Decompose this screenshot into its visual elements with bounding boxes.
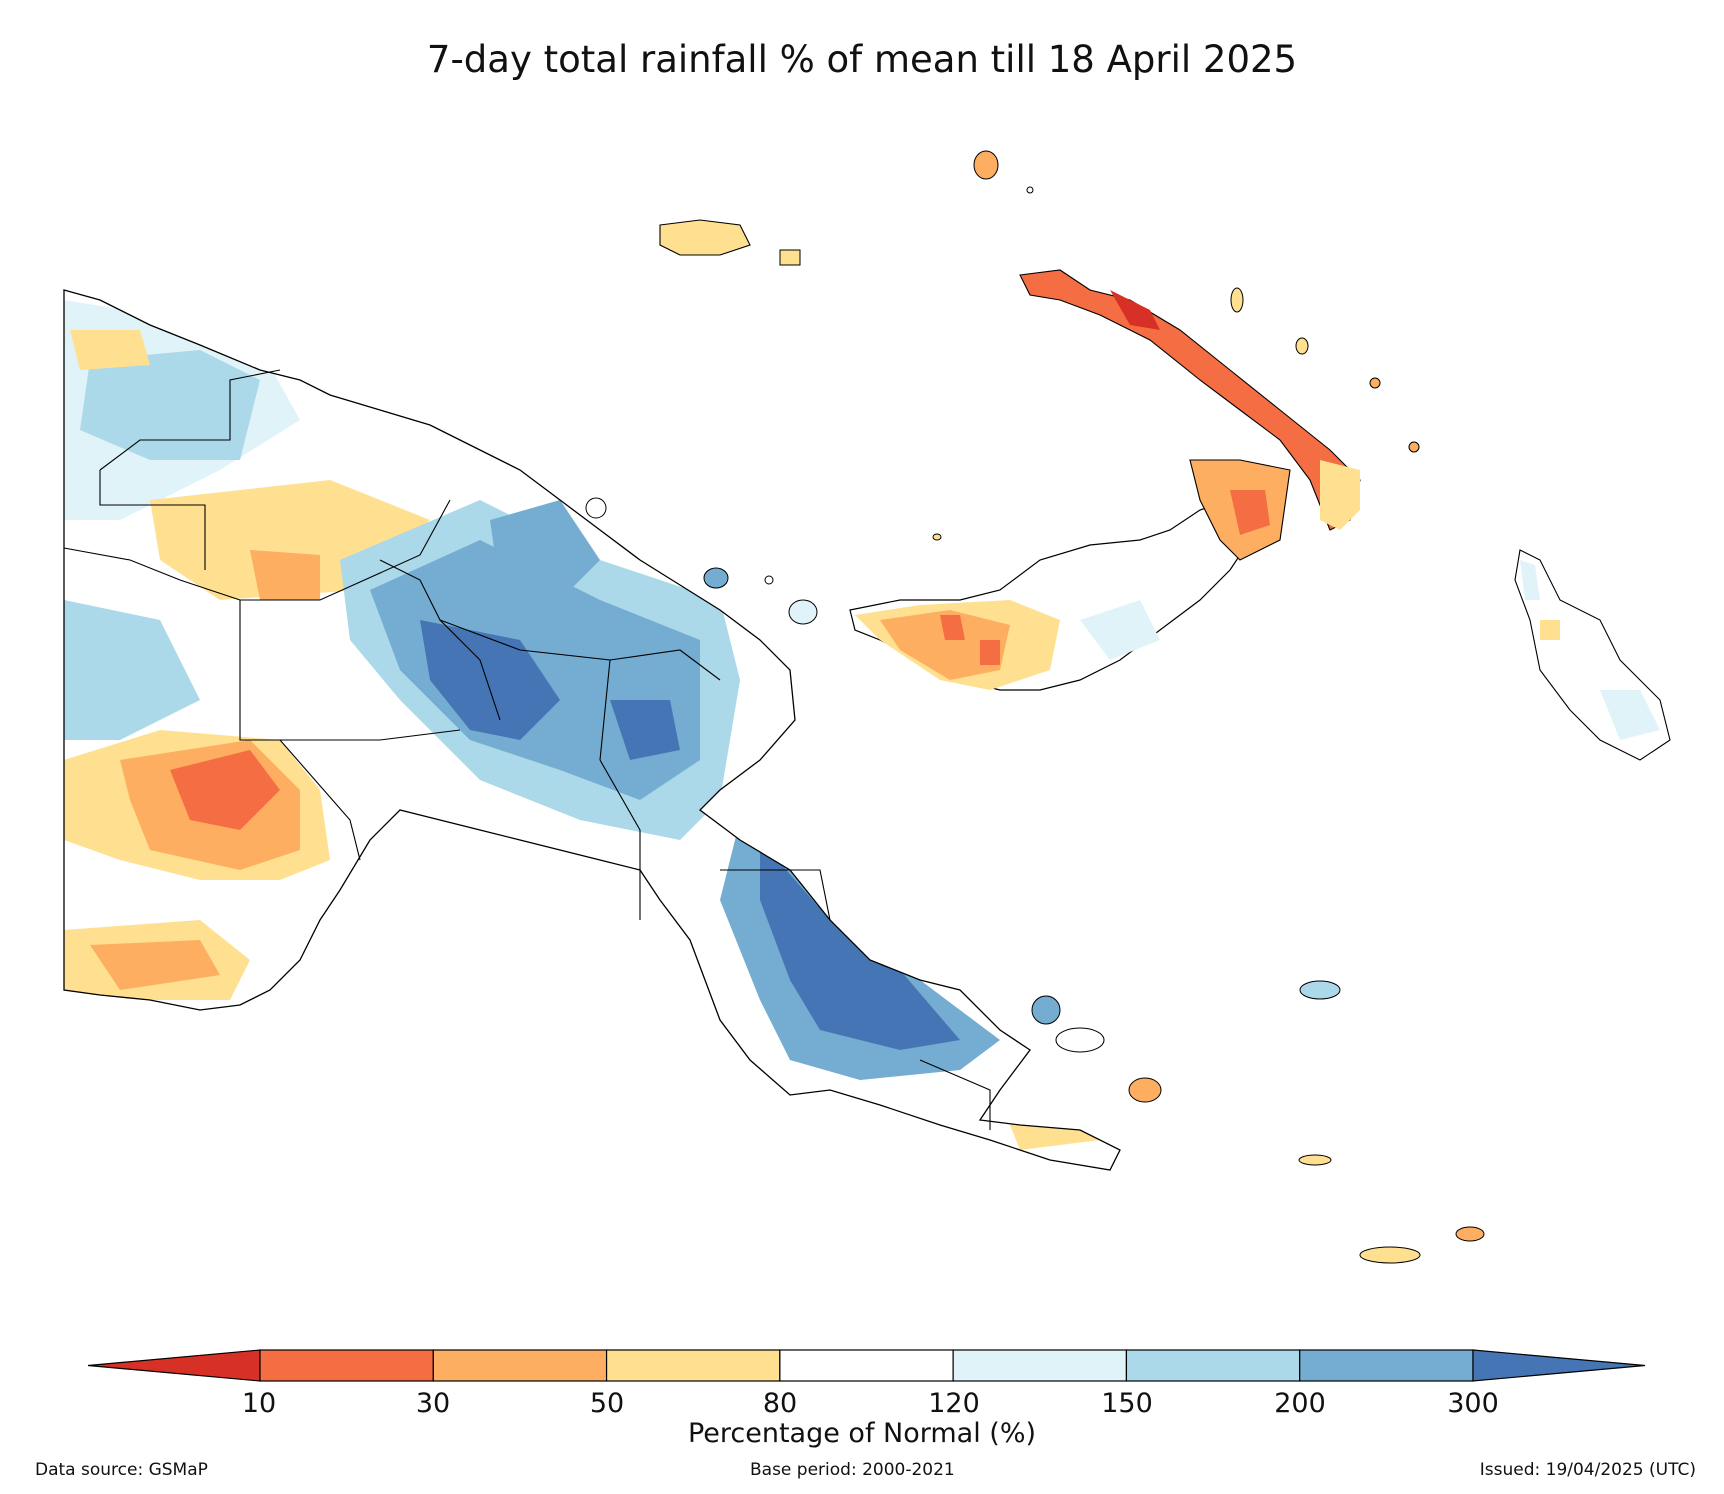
colorbar-label: Percentage of Normal (%) [687, 1418, 1037, 1449]
mainland-coastline [63, 289, 1121, 1171]
colorbar-bin [432, 1349, 608, 1382]
colorbar-bin [259, 1349, 434, 1382]
base-period: Base period: 2000-2021 [750, 1460, 955, 1480]
tick-label: 120 [928, 1388, 980, 1419]
colorbar-bin [952, 1349, 1128, 1382]
new-britain-island [849, 459, 1291, 691]
colorbar-bin [1125, 1349, 1301, 1382]
colorbar-bin [605, 1349, 781, 1382]
data-source: Data source: GSMaP [35, 1460, 208, 1480]
tick-label: 80 [762, 1388, 798, 1419]
map-title: 7-day total rainfall % of mean till 18 A… [426, 38, 1298, 81]
colorbar-bin [1299, 1349, 1474, 1382]
small-islands [585, 150, 1485, 1264]
colorbar-bin-under [87, 1349, 261, 1382]
province-borders [63, 369, 991, 1130]
tick-label: 30 [415, 1388, 451, 1419]
tick-label: 10 [241, 1388, 277, 1419]
tick-label: 150 [1101, 1388, 1153, 1419]
rainfall-map [63, 150, 1671, 1264]
manus-island [659, 219, 801, 266]
colorbar-bin-over [1472, 1349, 1646, 1382]
tick-label: 200 [1274, 1388, 1326, 1419]
colorbar-bin [779, 1349, 954, 1382]
bougainville-island [1514, 549, 1671, 761]
issued-date: Issued: 19/04/2025 (UTC) [1479, 1460, 1696, 1480]
tick-label: 300 [1447, 1388, 1499, 1419]
tick-label: 50 [589, 1388, 625, 1419]
new-ireland-island [1019, 269, 1361, 531]
